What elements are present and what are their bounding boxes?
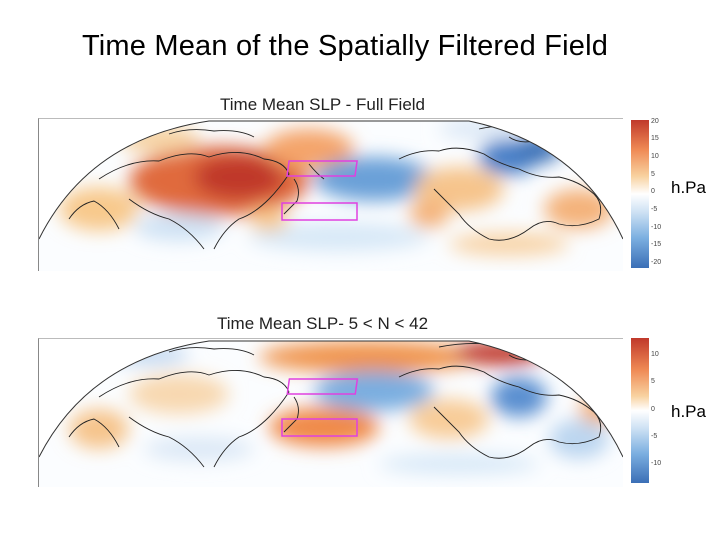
colorbar-tick: 20 (651, 118, 659, 125)
unit-label: h.Pa (671, 402, 706, 421)
colorbar-tick: 10 (651, 351, 659, 358)
colorbar-tick: 10 (651, 153, 659, 160)
box-subtropical-pacific (281, 202, 358, 221)
coastline-asia (98, 152, 290, 250)
high-pressure-subtropical-pacific (269, 407, 379, 447)
box-subtropical-pacific (281, 418, 358, 437)
colorbar-tick: -15 (651, 241, 662, 248)
panel-filtered-field: Time Mean SLP- 5 < N < 42 (0, 312, 720, 492)
coastline-asia (98, 370, 290, 468)
coastline-north-america (398, 147, 602, 241)
panel-title: Time Mean SLP- 5 < N < 42 (217, 314, 429, 333)
low-pressure-aleutian (314, 371, 434, 411)
colorbar (631, 338, 649, 483)
high-pressure-siberia (194, 155, 284, 199)
colorbar-tick: 0 (651, 188, 655, 195)
colorbar-tick: 0 (651, 406, 655, 413)
unit-label: h.Pa (671, 178, 706, 197)
colorbar-tick: -5 (651, 206, 658, 213)
colorbar-tick: 15 (651, 135, 659, 142)
colorbar-tick: -5 (651, 433, 658, 440)
colorbar-tick: -10 (651, 224, 662, 231)
panel-title: Time Mean SLP - Full Field (220, 95, 426, 114)
coastline-north-america (398, 365, 602, 459)
slp-map (38, 118, 623, 271)
colorbar-tick: 5 (651, 171, 655, 178)
slide-title: Time Mean of the Spatially Filtered Fiel… (81, 30, 609, 62)
colorbar-tick: -20 (651, 259, 662, 266)
colorbar-tick: 5 (651, 378, 655, 385)
panel-full-field: Time Mean SLP - Full Field (0, 92, 720, 272)
colorbar (631, 120, 649, 268)
box-north-pacific (286, 160, 358, 177)
slp-map (38, 338, 623, 487)
coastline-japan (283, 178, 299, 215)
box-north-pacific (286, 378, 359, 395)
low-pressure-aleutian (314, 157, 434, 201)
colorbar-tick: -10 (651, 460, 662, 467)
